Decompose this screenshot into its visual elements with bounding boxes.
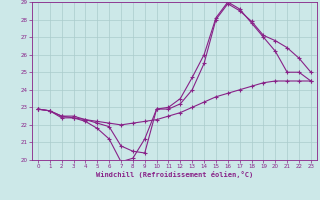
X-axis label: Windchill (Refroidissement éolien,°C): Windchill (Refroidissement éolien,°C) (96, 171, 253, 178)
